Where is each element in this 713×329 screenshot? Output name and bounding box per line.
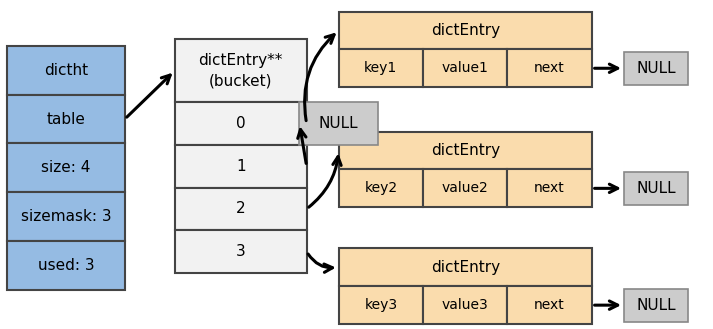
Text: 3: 3 <box>236 244 245 259</box>
Bar <box>7 241 125 290</box>
Text: next: next <box>534 61 565 75</box>
Text: next: next <box>534 298 565 312</box>
Text: dictEntry: dictEntry <box>431 143 500 158</box>
Bar <box>423 169 508 207</box>
Bar <box>624 52 688 85</box>
Text: 0: 0 <box>236 116 245 131</box>
Bar <box>339 12 592 49</box>
Text: NULL: NULL <box>319 116 359 131</box>
Text: dictEntry**
(bucket): dictEntry** (bucket) <box>198 53 283 88</box>
Text: value3: value3 <box>442 298 488 312</box>
Bar <box>624 172 688 205</box>
Bar <box>7 95 125 143</box>
Bar <box>423 49 508 87</box>
Text: 1: 1 <box>236 159 245 174</box>
Bar <box>339 132 592 169</box>
Bar <box>175 39 307 102</box>
Text: next: next <box>534 181 565 195</box>
Text: dictEntry: dictEntry <box>431 23 500 38</box>
Text: key3: key3 <box>364 298 397 312</box>
Bar <box>7 192 125 241</box>
Text: dictEntry: dictEntry <box>431 260 500 275</box>
Text: key2: key2 <box>364 181 397 195</box>
Bar <box>423 286 508 324</box>
Bar <box>624 289 688 322</box>
Bar <box>508 286 592 324</box>
Bar <box>339 49 423 87</box>
Bar <box>175 145 307 188</box>
Text: value2: value2 <box>442 181 488 195</box>
Bar <box>508 169 592 207</box>
Bar <box>339 248 592 286</box>
Bar <box>7 46 125 95</box>
Text: key1: key1 <box>364 61 397 75</box>
Text: sizemask: 3: sizemask: 3 <box>21 209 111 224</box>
Text: NULL: NULL <box>636 61 676 76</box>
Bar <box>175 102 307 145</box>
Bar <box>175 230 307 273</box>
Text: 2: 2 <box>236 201 245 216</box>
Text: value1: value1 <box>442 61 488 75</box>
Bar <box>7 143 125 192</box>
Bar <box>339 169 423 207</box>
Bar <box>175 188 307 230</box>
Bar <box>508 49 592 87</box>
Text: table: table <box>46 112 86 127</box>
Bar <box>339 286 423 324</box>
Text: used: 3: used: 3 <box>38 258 94 273</box>
Bar <box>299 102 378 145</box>
Text: NULL: NULL <box>636 181 676 196</box>
Text: dictht: dictht <box>44 63 88 78</box>
Text: size: 4: size: 4 <box>41 160 91 175</box>
Text: NULL: NULL <box>636 298 676 313</box>
